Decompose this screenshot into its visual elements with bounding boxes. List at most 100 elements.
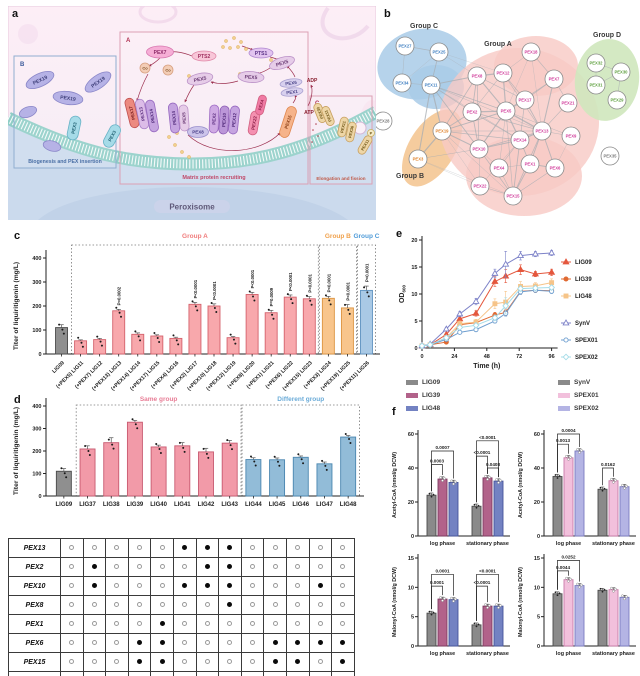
filled-dot-icon (295, 659, 301, 665)
cargo-dot (224, 39, 228, 43)
table-cell-PEX6-LIG38 (105, 633, 129, 653)
open-circle-icon (250, 640, 256, 646)
network-edge (430, 84, 507, 112)
table-cell-PEX15-LIG46 (285, 652, 310, 672)
network-edge (441, 130, 481, 187)
open-circle-icon (182, 640, 188, 646)
molecule-PTS2: PTS2 (191, 50, 217, 62)
svg-text:24: 24 (451, 354, 458, 360)
svg-text:LIG09: LIG09 (56, 502, 73, 508)
svg-text:Co: Co (165, 67, 171, 72)
open-circle-icon (159, 583, 165, 589)
molecule-P: P (367, 129, 375, 137)
table-row-header-PEX2: PEX2 (8, 557, 61, 577)
table-cell-PEX15-LIG48 (331, 652, 355, 672)
filled-dot-icon (295, 640, 301, 646)
bar-LIG46 (292, 456, 309, 497)
open-circle-icon (204, 659, 210, 665)
table-cell-PEX10-LIG47 (308, 576, 333, 596)
svg-text:PEX12: PEX12 (231, 112, 237, 127)
open-circle-icon (317, 564, 323, 570)
table-cell-PEX3-LIG37 (82, 671, 107, 676)
table-cell-PEX3-LIG39 (127, 671, 152, 676)
svg-text:PEX14: PEX14 (171, 110, 177, 125)
table-row-PEX1: PEX1 (8, 614, 355, 634)
table-cell-PEX13-LIG45 (263, 538, 287, 558)
table-cell-PEX3-LIG38 (105, 671, 129, 676)
network-edge (417, 158, 514, 197)
table-cell-PEX1-LIG44 (240, 614, 265, 634)
titer-bar-chart-combinations: Same group Different group 0 100 200 300 400 Ti… (13, 396, 364, 508)
svg-text:400: 400 (32, 256, 41, 262)
table-cell-PEX15-LIG37 (82, 652, 107, 672)
table-cell-PEX8-LIG48 (331, 595, 355, 615)
table-cell-PEX13-LIG48 (331, 538, 355, 558)
svg-text:0: 0 (411, 534, 414, 540)
open-circle-icon (69, 564, 75, 570)
filled-dot-icon (204, 583, 210, 589)
svg-text:SPEX01: SPEX01 (575, 338, 598, 344)
svg-text:PEX6: PEX6 (285, 80, 298, 87)
network-edge (505, 51, 532, 112)
molecule-PEX11: PEX11 (337, 116, 349, 138)
bar-LIG09-stationary phase (471, 624, 482, 647)
molecule-PEX5: PEX5 (237, 71, 265, 83)
svg-text:PEX2: PEX2 (211, 113, 216, 125)
molecule-PEX19: PEX19 (25, 70, 55, 90)
table-cell-PEX13-LIG47 (308, 538, 333, 558)
bar-LIG39-stationary phase (482, 477, 493, 537)
table-row-header-PEX15: PEX15 (8, 652, 61, 672)
svg-text:LIG45: LIG45 (269, 502, 286, 508)
svg-text:0: 0 (414, 346, 417, 352)
network-node-PEX14: PEX14 (510, 130, 530, 150)
bar-(+PEX1) LIG21 (264, 312, 278, 355)
legend-swatch (406, 405, 418, 412)
svg-text:40: 40 (534, 466, 540, 472)
filled-dot-icon (317, 583, 323, 589)
open-circle-icon (272, 602, 278, 608)
table-cell-PEX6-LIG09 (60, 633, 84, 653)
table-cell-PEX6-LIG43 (218, 633, 242, 653)
svg-text:PEX22: PEX22 (473, 184, 487, 189)
table-cell-PEX1-LIG45 (263, 614, 287, 634)
cargo-dot (269, 58, 273, 62)
svg-text:0.0044: 0.0044 (556, 565, 570, 570)
svg-text:PEX7: PEX7 (549, 77, 560, 82)
molecule-PEX14: PEX14 (168, 102, 180, 134)
legend-item-SPEX01: SPEX01 (558, 389, 599, 402)
bar-(+PEX14) LIG14 (131, 333, 145, 355)
svg-text:Peroxisome: Peroxisome (169, 203, 215, 212)
open-circle-icon (137, 583, 143, 589)
series-line-SPEX01 (421, 289, 552, 347)
svg-text:15: 15 (534, 556, 540, 562)
svg-text:P<0.0001: P<0.0001 (326, 273, 331, 292)
svg-text:<0.0001: <0.0001 (474, 580, 491, 585)
pex-interaction-network: Group C Group A Group B Group D PEX27 PEX25 PE… (376, 23, 640, 216)
svg-text:LIG37: LIG37 (79, 502, 96, 508)
table-cell-PEX3-LIG45 (263, 671, 287, 676)
molecule-PEX36: PEX36 (345, 121, 357, 143)
bar-(+PEX2) LIG17 (188, 303, 202, 355)
svg-text:PEX25: PEX25 (432, 50, 446, 55)
svg-text:PEX5: PEX5 (193, 75, 207, 84)
svg-text:Group D: Group D (593, 32, 621, 39)
table-cell-PEX2-LIG09 (60, 557, 84, 577)
bar-SPEX01-log phase (563, 457, 574, 537)
svg-text:LIG38: LIG38 (103, 502, 120, 508)
legend-item-SynV: SynV (558, 376, 599, 389)
svg-text:48: 48 (484, 354, 490, 360)
svg-text:Biogenesis and PEX insertion: Biogenesis and PEX insertion (28, 159, 102, 165)
open-circle-icon (114, 640, 120, 646)
table-cell-PEX15-LIG39 (127, 652, 152, 672)
table-cell-PEX15-LIG47 (308, 652, 333, 672)
table-cell-PEX8-LIG41 (172, 595, 197, 615)
svg-text:Malonyl-CoA (nmol/g DCW): Malonyl-CoA (nmol/g DCW) (518, 567, 524, 637)
table-cell-PEX8-LIG47 (308, 595, 333, 615)
bar-LIG09-log phase (426, 612, 437, 647)
svg-text:PEX15: PEX15 (506, 194, 520, 199)
network-node-PEX1: PEX1 (520, 154, 540, 174)
svg-text:PEX13: PEX13 (138, 106, 146, 121)
molecule-PEX19: PEX19 (84, 71, 112, 93)
table-cell-PEX3-LIG46 (285, 671, 310, 676)
panel-label-f: f (392, 406, 396, 418)
